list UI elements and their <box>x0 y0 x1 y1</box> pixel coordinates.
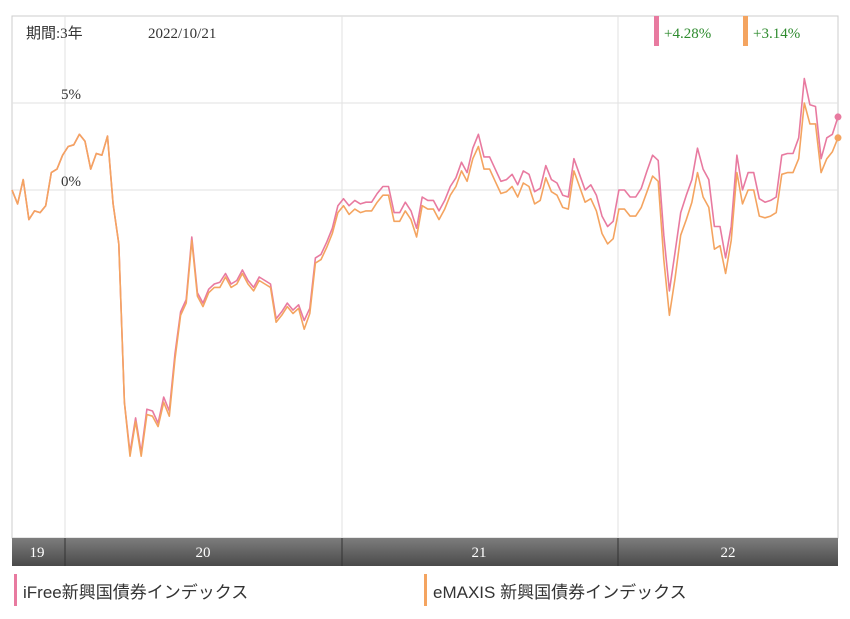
x-axis-labels: 19 20 21 22 <box>30 538 736 566</box>
badge-ifree-value: +4.28% <box>664 26 711 42</box>
badge-swatch-ifree <box>654 16 659 46</box>
series-endpoint-ifree <box>834 113 842 121</box>
badge-emaxis-value: +3.14% <box>753 26 800 42</box>
legend-swatch-ifree <box>14 574 17 606</box>
legend-label-ifree: iFree新興国債券インデックス <box>23 582 249 602</box>
legend-item-ifree: iFree新興国債券インデックス <box>14 573 248 607</box>
x-axis-label: 21 <box>472 545 487 561</box>
x-axis-bar <box>12 538 838 566</box>
series-lines <box>11 77 842 458</box>
y-tick-label: 5% <box>61 87 81 103</box>
x-axis-label: 22 <box>721 545 736 561</box>
y-tick-label: 0% <box>61 174 81 190</box>
y-axis-ticks: 5% 0% <box>61 87 81 190</box>
x-axis-label: 20 <box>196 545 211 561</box>
series-line-ifree <box>11 77 839 454</box>
legend-swatch-emaxis <box>424 574 427 606</box>
plot-background <box>11 15 839 539</box>
legend-item-emaxis: eMAXIS 新興国債券インデックス <box>424 573 687 607</box>
series-endpoint-emaxis <box>834 134 842 142</box>
legend-label-emaxis: eMAXIS 新興国債券インデックス <box>433 582 687 602</box>
series-line-emaxis <box>11 102 839 458</box>
gridlines <box>12 16 838 538</box>
badge-swatch-emaxis <box>743 16 748 46</box>
x-axis-label: 19 <box>30 545 45 561</box>
date-label: 2022/10/21 <box>148 26 216 42</box>
line-chart: 5% 0% 期間:3年 2022/10/21 +4.28% +3.14% 19 20… <box>11 15 842 566</box>
period-label: 期間:3年 <box>26 25 83 42</box>
